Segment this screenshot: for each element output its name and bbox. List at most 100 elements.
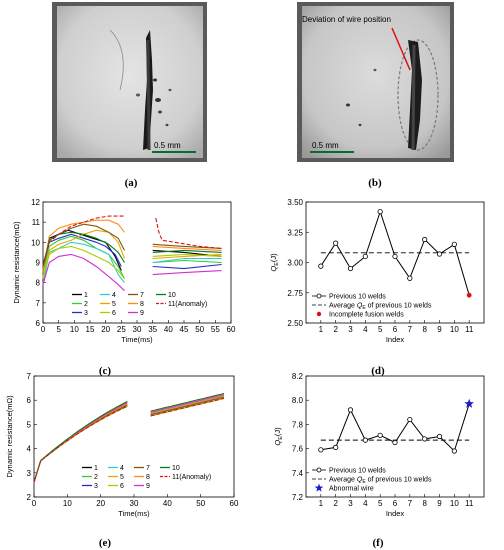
x-tick-label: 50 (195, 325, 204, 334)
y-tick-label: 4 (27, 445, 32, 454)
x-tick-label: 20 (96, 499, 105, 508)
data-point (451, 241, 457, 247)
x-tick-label: 3 (348, 499, 353, 508)
data-point (318, 263, 324, 269)
y-tick-label: 3 (27, 469, 32, 478)
legend-entry: Average QE of previous 10 welds (329, 303, 432, 312)
x-tick-label: 0 (41, 325, 46, 334)
data-point (377, 209, 383, 215)
chart-d-plot: 1 2 3 4 5 6 7 8 9 10 11 2.50 2.75 3.00 3.25 3.50 Index QE… (269, 198, 485, 344)
legend-entry: 8 (146, 474, 150, 481)
y-axis-label: Dynamic resistance(mΩ) (12, 221, 21, 304)
series-line-2 (42, 235, 125, 279)
x-tick-label: 9 (437, 325, 442, 334)
y-tick-label: 7 (27, 372, 32, 381)
legend-entry: 3 (94, 483, 98, 490)
series-line-6 (152, 253, 222, 257)
data-point-incomplete (466, 292, 472, 298)
series-line-7 (152, 243, 222, 249)
panel-label-f: (f) (373, 537, 384, 549)
series-line (320, 210, 470, 296)
scale-text-b: 0.5 mm (312, 141, 339, 150)
x-tick-label: 7 (408, 325, 413, 334)
panel-label-b: (b) (368, 177, 382, 189)
data-point (377, 432, 383, 438)
data-point (436, 251, 443, 257)
chart-d: 1 2 3 4 5 6 7 8 9 10 11 2.50 2.75 3.00 3.25 3.50 Index QE… (269, 198, 485, 377)
x-tick-label: 4 (363, 499, 368, 508)
legend-entry: 9 (146, 483, 150, 490)
legend-entry: Average QE of previous 10 welds (329, 477, 432, 486)
legend-entry: Incomplete fusion welds (329, 312, 404, 319)
series-line-10 (42, 231, 125, 267)
data-point (407, 275, 413, 281)
x-tick-label: 8 (422, 325, 427, 334)
legend-entry: 4 (120, 465, 124, 472)
data-point (407, 416, 413, 423)
y-axis-label: QE(J) (269, 253, 280, 272)
x-tick-label: 9 (437, 499, 442, 508)
x-tick-label: 2 (333, 325, 338, 334)
legend-entry: 11(Anomaly) (172, 474, 211, 481)
scale-text-a: 0.5 mm (154, 141, 181, 150)
series-line-11anomaly (155, 217, 222, 249)
y-tick-label: 6 (36, 319, 41, 328)
x-tick-label: 11 (465, 325, 474, 334)
y-axis-label: QE(J) (273, 427, 284, 446)
data-point (422, 236, 428, 243)
legend-entry: Previous 10 welds (329, 468, 386, 475)
panel-label-c: (c) (99, 365, 112, 377)
x-tick-label: 5 (378, 499, 383, 508)
y-tick-label: 12 (31, 198, 40, 207)
legend-swatch-point (316, 293, 322, 299)
legend-entry: 7 (140, 292, 144, 299)
series-line-11 (150, 397, 225, 417)
data-point (362, 253, 368, 260)
legend-entry: 1 (84, 292, 88, 299)
legend-swatch-point (316, 311, 322, 317)
data-point (392, 253, 398, 260)
series-line-8 (150, 395, 225, 414)
x-tick-label: 35 (148, 325, 157, 334)
series-line-9 (152, 270, 222, 276)
series-line-7 (150, 396, 225, 416)
y-tick-label: 3.50 (287, 198, 303, 207)
annotation-arrow-b (391, 27, 411, 71)
legend-entry: 6 (120, 483, 124, 490)
data-point-abnormal (464, 398, 474, 408)
series-line-8 (33, 403, 128, 483)
data-point (451, 448, 457, 454)
legend-entry: 5 (112, 301, 116, 308)
data-point (318, 447, 324, 453)
x-tick-label: 60 (230, 499, 239, 508)
legend-entry: 10 (168, 292, 176, 299)
y-tick-label: 3.00 (287, 259, 303, 268)
x-tick-label: 30 (130, 499, 139, 508)
legend-entry: 2 (94, 474, 98, 481)
series-line-9 (33, 402, 128, 483)
x-tick-label: 2 (333, 499, 338, 508)
x-tick-label: 7 (408, 499, 413, 508)
y-tick-label: 7.6 (292, 445, 304, 454)
y-tick-label: 6 (27, 396, 32, 405)
y-tick-label: 7.8 (292, 420, 304, 429)
wire-b (346, 39, 439, 151)
legend-entry: 4 (112, 292, 116, 299)
series-line-10 (33, 401, 128, 483)
x-tick-label: 55 (211, 325, 220, 334)
x-tick-label: 60 (227, 325, 236, 334)
x-tick-label: 11 (465, 499, 474, 508)
data-point (347, 407, 354, 413)
legend-entry: 2 (84, 301, 88, 308)
legend-entry: 6 (112, 310, 116, 317)
legend-entry: 9 (140, 310, 144, 317)
y-tick-label: 9 (36, 259, 41, 268)
panel-label-a: (a) (125, 177, 138, 189)
x-tick-label: 4 (363, 325, 368, 334)
legend-entry: Abnormal wire (329, 486, 374, 493)
x-tick-label: 3 (348, 325, 353, 334)
data-point (333, 240, 339, 246)
chart-e: 0 10 20 30 40 50 60 2 3 4 5 6 7 Time(ms) Dynamic resis… (5, 372, 239, 549)
y-tick-label: 10 (31, 238, 40, 247)
legend-entry: 5 (120, 474, 124, 481)
